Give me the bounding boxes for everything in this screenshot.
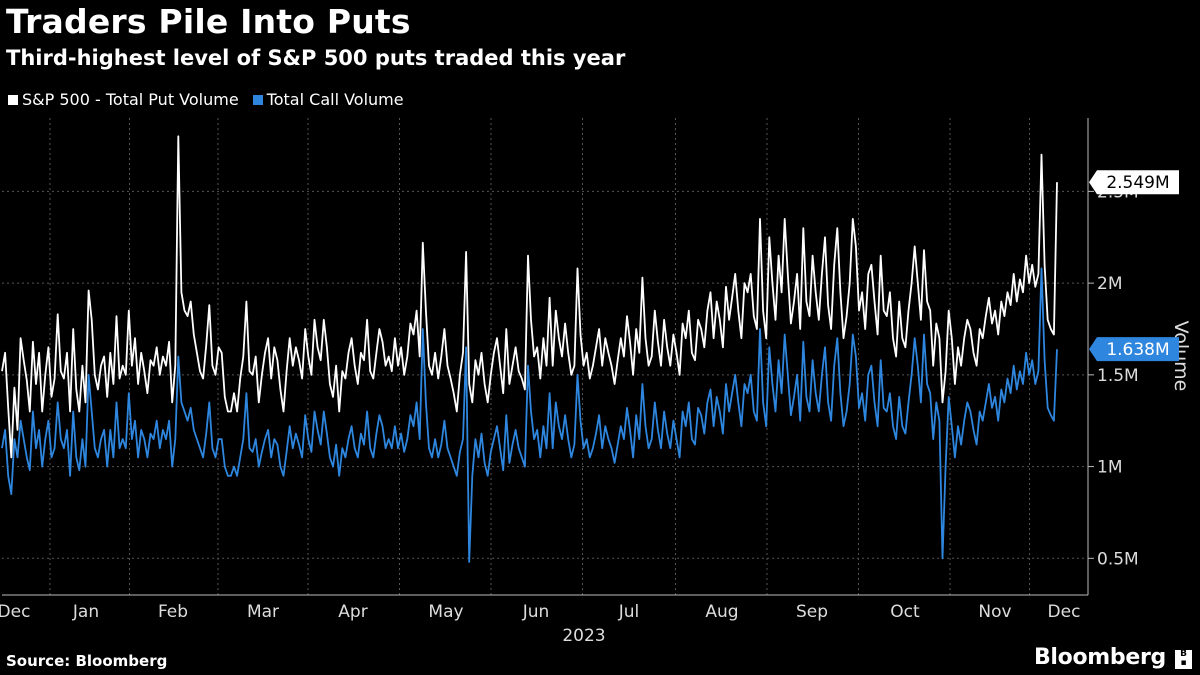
y-tick-label: 0.5M — [1097, 549, 1139, 569]
x-tick-label: Aug — [705, 602, 738, 622]
x-tick-label: Sep — [796, 602, 828, 622]
last-value-label-put: 2.549M — [1106, 173, 1169, 193]
series-line-put-volume — [1, 135, 1058, 459]
x-year-label: 2023 — [562, 626, 605, 646]
chart-subtitle: Third-highest level of S&P 500 puts trad… — [6, 46, 626, 70]
x-tick-label: Feb — [158, 602, 188, 622]
y-tick-label: 1.5M — [1097, 366, 1139, 386]
chart-title: Traders Pile Into Puts — [6, 2, 411, 41]
legend-swatch-call — [252, 94, 263, 105]
legend-swatch-put — [8, 94, 18, 105]
chart-legend: S&P 500 - Total Put Volume Total Call Vo… — [8, 90, 404, 109]
legend-item-call: Total Call Volume — [252, 90, 404, 109]
legend-label-call: Total Call Volume — [266, 90, 404, 109]
x-tick-label: Apr — [338, 602, 367, 622]
x-tick-label: Jan — [72, 602, 99, 622]
x-tick-label: Mar — [247, 602, 279, 622]
series-line-call-volume — [1, 267, 1058, 563]
bloomberg-logo: Bloomberg — [1033, 645, 1166, 670]
legend-label-put: S&P 500 - Total Put Volume — [22, 90, 239, 109]
last-value-label-call: 1.638M — [1106, 340, 1169, 360]
x-tick-label: Jun — [522, 602, 550, 622]
y-tick-label: 2M — [1097, 274, 1122, 294]
legend-item-put: S&P 500 - Total Put Volume — [8, 90, 239, 109]
y-tick-label: 1M — [1097, 458, 1122, 478]
x-tick-label: Nov — [978, 602, 1011, 622]
last-value-badge-put — [1089, 170, 1179, 195]
last-value-badge-call — [1089, 337, 1179, 362]
x-tick-label: Oct — [890, 602, 920, 622]
x-tick-label: Dec — [0, 602, 30, 622]
source-note: Source: Bloomberg — [6, 652, 168, 670]
terminal-icon: B ▪ — [1175, 650, 1192, 669]
x-tick-label: May — [428, 602, 463, 622]
x-tick-label: Jul — [618, 602, 640, 622]
x-tick-label: Dec — [1048, 602, 1081, 622]
